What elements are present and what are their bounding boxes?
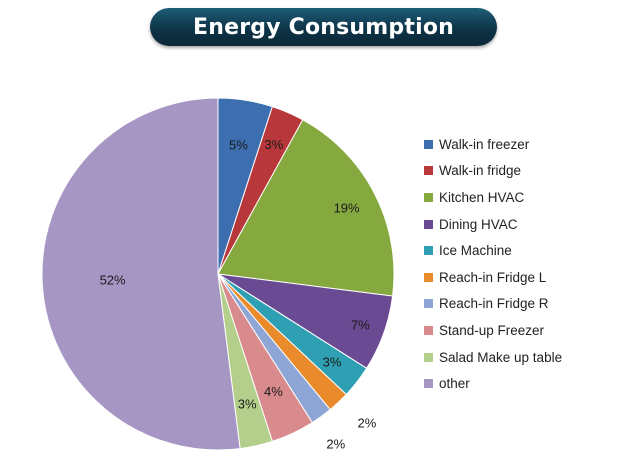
- title-banner: Energy Consumption: [150, 8, 497, 46]
- legend-label: Walk-in fridge: [439, 163, 522, 179]
- slice-label: 52%: [100, 273, 126, 288]
- legend-swatch: [424, 246, 433, 256]
- slice-label: 19%: [334, 200, 360, 215]
- legend-label: Salad Make up table: [439, 349, 563, 365]
- legend-label: Reach-in Fridge L: [439, 269, 547, 285]
- legend-item: Walk-in fridge: [424, 158, 634, 185]
- legend-item: Ice Machine: [424, 237, 634, 264]
- slice-label: 5%: [229, 137, 248, 152]
- legend-label: other: [439, 376, 470, 392]
- legend-swatch: [424, 325, 433, 335]
- legend-item: Salad Make up table: [424, 344, 634, 371]
- legend-item: Reach-in Fridge L: [424, 264, 634, 291]
- chart-title: Energy Consumption: [193, 14, 454, 40]
- legend-item: Stand-up Freezer: [424, 317, 634, 344]
- slice-label: 2%: [326, 437, 345, 452]
- legend-label: Stand-up Freezer: [439, 322, 545, 338]
- legend-label: Kitchen HVAC: [439, 189, 525, 205]
- pie-slice-other: [41, 97, 241, 451]
- legend-swatch: [424, 219, 433, 229]
- legend-label: Walk-in freezer: [439, 136, 530, 152]
- legend-item: other: [424, 370, 634, 397]
- legend-item: Dining HVAC: [424, 211, 634, 238]
- slice-label: 3%: [265, 137, 284, 152]
- legend-swatch: [424, 352, 433, 362]
- pie-slice-kitchen-hvac: [217, 119, 395, 297]
- legend-item: Kitchen HVAC: [424, 184, 634, 211]
- legend-label: Ice Machine: [439, 243, 512, 259]
- legend-swatch: [424, 272, 433, 282]
- legend-swatch: [424, 379, 433, 389]
- legend-label: Dining HVAC: [439, 216, 518, 232]
- legend-item: Reach-in Fridge R: [424, 291, 634, 318]
- legend-swatch: [424, 166, 433, 176]
- legend-swatch: [424, 192, 433, 202]
- legend-swatch: [424, 139, 433, 149]
- slice-label: 2%: [358, 416, 377, 431]
- legend-label: Reach-in Fridge R: [439, 296, 549, 312]
- slice-label: 4%: [264, 384, 283, 399]
- slice-label: 7%: [351, 317, 370, 332]
- slice-label: 3%: [323, 354, 342, 369]
- legend-item: Walk-in freezer: [424, 131, 634, 158]
- legend-swatch: [424, 299, 433, 309]
- slice-label: 3%: [238, 397, 257, 412]
- chart-legend: Walk-in freezer Walk-in fridge Kitchen HVA…: [424, 131, 634, 397]
